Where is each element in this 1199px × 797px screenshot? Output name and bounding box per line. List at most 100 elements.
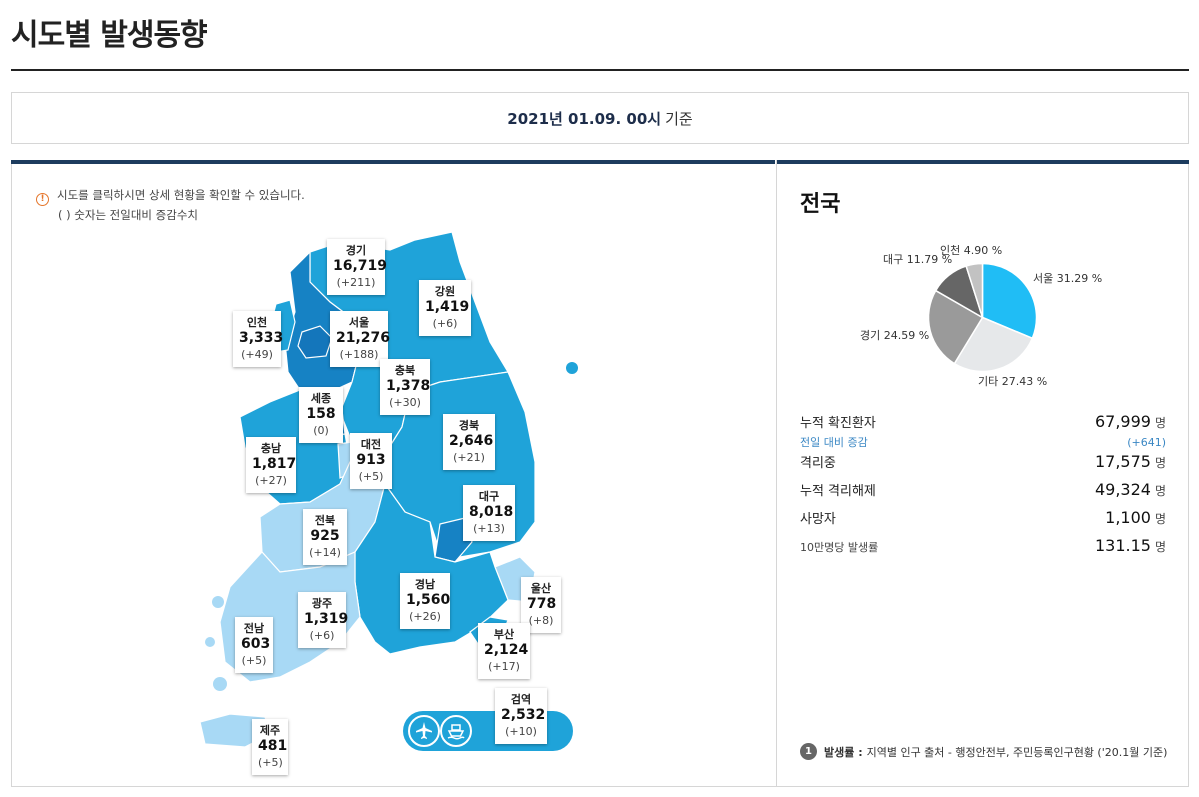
region-label-chungbuk[interactable]: 충북 1,378 (+30) [380,359,430,415]
pie-slice-4 [965,262,984,318]
region-label-gangwon[interactable]: 강원 1,419 (+6) [419,280,471,336]
stat-label: 전일 대비 증감 [800,436,868,449]
date-value: 2021년 01.09. 00시 [507,109,662,128]
ship-icon[interactable] [440,715,472,747]
region-count: 1,319 [304,611,349,627]
region-name: 검역 [510,693,532,706]
region-label-incheon[interactable]: 인천 3,333 (+49) [233,311,284,367]
panel-divider [776,160,777,787]
region-label-chungnam[interactable]: 충남 1,817 (+27) [246,437,296,493]
region-change: (+17) [488,660,520,673]
pie-label-daegu: 대구 11.79 % [883,253,953,266]
region-name: 인천 [246,316,268,329]
region-name: 제주 [259,724,281,737]
region-name: 충북 [394,364,416,377]
region-count: 1,560 [406,592,451,608]
stat-value: 49,324 명 [1094,480,1166,499]
region-count: 913 [356,452,386,468]
region-name: 대구 [478,490,500,503]
region-label-gyeonggi[interactable]: 경기 16,719 (+211) [327,239,387,295]
region-count: 2,124 [484,642,529,658]
region-count: 21,276 [336,330,391,346]
stat-value: 17,575 명 [1094,452,1166,471]
region-name: 서울 [348,316,370,329]
summary-panel-topbar [777,160,1189,164]
stat-label: 누적 격리해제 [800,484,876,499]
region-change: (+5) [241,654,267,667]
region-label-quarantine[interactable]: 검역 2,532 (+10) [495,688,547,744]
region-change: (+10) [505,725,537,738]
pie-slice-2 [927,289,984,365]
region-count: 1,817 [252,456,297,472]
region-label-jeonbuk[interactable]: 전북 925 (+14) [303,509,347,565]
summary-stats: 누적 확진환자 67,999 명 전일 대비 증감 (+641) 격리중 17,5… [800,412,1166,564]
region-label-seoul[interactable]: 서울 21,276 (+188) [330,311,391,367]
summary-region-title: 전국 [800,192,841,217]
region-name: 강원 [434,285,456,298]
stat-value: 131.15 명 [1094,536,1166,555]
stat-label: 격리중 [800,456,836,471]
region-label-jeonnam[interactable]: 전남 603 (+5) [235,617,273,673]
stat-released: 누적 격리해제 49,324 명 [800,480,1166,508]
distribution-pie-chart [927,262,1038,373]
region-change: (+8) [528,614,554,627]
region-label-gwangju[interactable]: 광주 1,319 (+6) [298,592,349,648]
region-count: 1,378 [386,378,431,394]
region-name: 전남 [243,622,265,635]
stat-incidence-rate: 10만명당 발생률 131.15 명 [800,536,1166,564]
region-change: (+13) [473,522,505,535]
stat-value: 1,100 명 [1105,508,1166,527]
airplane-icon[interactable] [408,715,440,747]
title-divider [11,69,1189,71]
region-change: (+211) [336,276,376,289]
pie-label-gyeonggi: 경기 24.59 % [860,329,930,342]
region-change: (+188) [339,348,379,361]
stat-daily-change: 전일 대비 증감 (+641) [800,434,1166,452]
region-label-gyeongnam[interactable]: 경남 1,560 (+26) [400,573,450,629]
region-change: (+49) [241,348,273,361]
date-suffix: 기준 [665,109,693,128]
map-region-daegu[interactable] [434,517,473,563]
map-island [205,637,215,647]
stat-label: 누적 확진환자 [800,416,876,431]
region-count: 778 [527,596,557,612]
region-name: 광주 [311,597,333,610]
stat-label: 10만명당 발생률 [800,541,879,554]
map-island [566,362,578,374]
map-notice: ! 시도를 클릭하시면 상세 현황을 확인할 수 있습니다. ( ) 숫자는 전일… [36,186,305,225]
region-change: (+14) [309,546,341,559]
region-label-busan[interactable]: 부산 2,124 (+17) [478,623,530,679]
region-count: 2,532 [501,707,546,723]
pie-label-other: 기타 27.43 % [978,375,1048,388]
stat-label: 사망자 [800,512,836,527]
region-change: (+30) [389,396,421,409]
region-change: (+6) [309,629,335,642]
footnote: 1 발생률 : 지역별 인구 출처 - 행정안전부, 주민등록인구현황 ('20… [800,743,1167,760]
region-count: 3,333 [239,330,284,346]
region-count: 1,419 [425,299,470,315]
notice-line-2: ( ) 숫자는 전일대비 증감수치 [58,208,198,222]
region-count: 925 [310,528,340,544]
pie-slice-0 [981,262,1038,340]
map-island [213,677,227,691]
page-title: 시도별 발생동향 [11,18,208,53]
region-label-gyeongbuk[interactable]: 경북 2,646 (+21) [443,414,495,470]
region-change: (+6) [432,317,458,330]
region-name: 경기 [345,244,367,257]
region-label-daegu[interactable]: 대구 8,018 (+13) [463,485,515,541]
region-name: 경북 [458,419,480,432]
region-name: 대전 [360,438,382,451]
stat-value: (+641) [1127,436,1166,449]
region-label-jeju[interactable]: 제주 481 (+5) [252,719,288,775]
notice-line-1: 시도를 클릭하시면 상세 현황을 확인할 수 있습니다. [57,188,305,202]
region-name: 충남 [260,442,282,455]
region-label-daejeon[interactable]: 대전 913 (+5) [350,433,392,489]
map-region-seoul[interactable] [297,325,333,359]
region-name: 경남 [414,578,436,591]
region-change: (+5) [258,756,283,769]
map-panel-topbar [11,160,775,164]
region-change: (+21) [453,451,485,464]
region-label-sejong[interactable]: 세종 158 (0) [299,387,343,443]
pie-label-seoul: 서울 31.29 % [1033,272,1103,285]
region-count: 158 [306,406,336,422]
